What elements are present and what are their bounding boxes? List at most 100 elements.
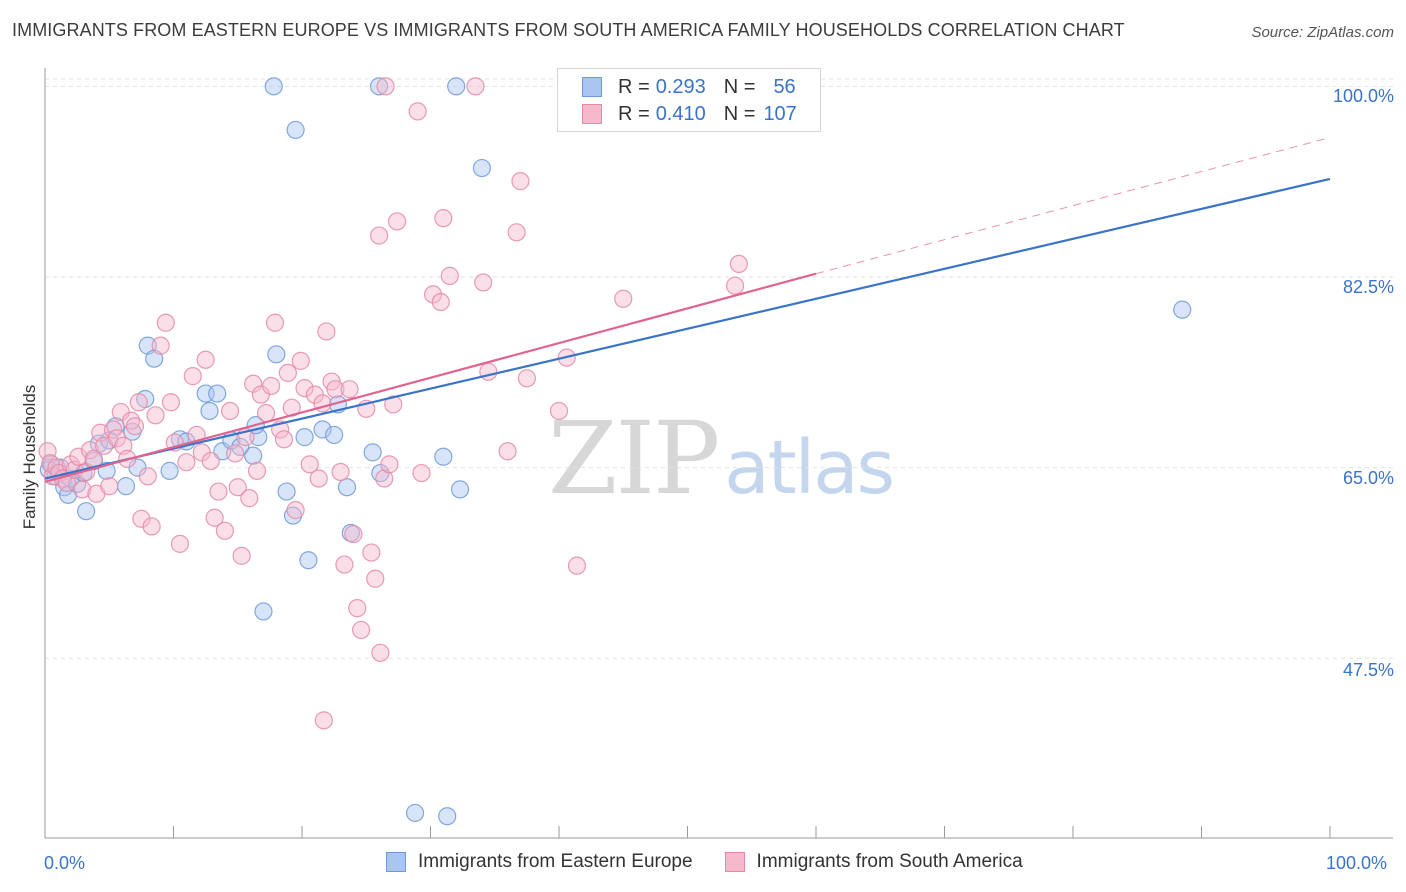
x-tick-label-100: 100.0%: [1326, 853, 1388, 873]
south-america-point: [265, 313, 285, 332]
eastern-europe-point: [77, 502, 96, 521]
south-america-point: [129, 393, 148, 412]
south-america-point: [278, 363, 297, 382]
south-america-point: [291, 351, 310, 370]
south-america-point: [125, 417, 145, 436]
south-america-point: [38, 442, 57, 461]
eastern-europe-point: [337, 478, 357, 497]
y-axis-label: Family Households: [20, 384, 39, 530]
x-tick-label-0: 0.0%: [44, 853, 86, 873]
legend-row-eastern-europe: R = 0.293 N = 56: [582, 73, 796, 101]
eastern-europe-point: [370, 77, 389, 96]
legend-r-value: 0.293: [655, 75, 706, 98]
south-america-point: [335, 555, 354, 574]
legend-item-label: Immigrants from South America: [756, 851, 1023, 872]
south-america-point: [104, 420, 123, 439]
eastern-europe-point: [313, 420, 332, 439]
series-legend: Immigrants from Eastern Europe Immigrant…: [386, 851, 1055, 873]
south-america-point: [196, 350, 215, 369]
south-america-point: [161, 393, 181, 412]
eastern-europe-point: [254, 602, 273, 621]
legend-n-value: 56: [773, 75, 796, 98]
south-america-point: [344, 524, 363, 544]
south-america-point: [286, 501, 305, 520]
legend-n-value: 107: [763, 102, 797, 125]
south-america-point: [370, 226, 389, 245]
south-america-point: [170, 534, 190, 553]
south-america-point: [412, 463, 431, 483]
south-america-point: [274, 430, 294, 449]
south-america-point: [262, 376, 281, 396]
eastern-europe-point: [160, 461, 179, 480]
south-america-point: [232, 546, 251, 565]
south-america-point: [408, 102, 427, 121]
y-tick-label-82-5: 82.5%: [1342, 277, 1394, 297]
south-america-point: [352, 620, 371, 640]
legend-n-label: N =: [723, 102, 756, 125]
eastern-europe-point: [434, 447, 453, 466]
chart-title: IMMIGRANTS FROM EASTERN EUROPE VS IMMIGR…: [12, 20, 1125, 40]
south-america-trend-extension: [815, 137, 1331, 275]
eastern-europe-point: [472, 158, 491, 178]
south-america-point: [362, 543, 381, 562]
south-america-point: [256, 404, 276, 423]
legend-item-south-america: Immigrants from South America: [724, 851, 1023, 873]
south-america-point: [348, 599, 367, 618]
eastern-europe-point: [200, 401, 219, 421]
eastern-europe-point: [277, 482, 296, 501]
south-america-point: [177, 453, 196, 472]
south-america-point: [209, 482, 228, 501]
south-america-point: [423, 285, 443, 304]
legend-swatch-pink: [724, 852, 745, 872]
south-america-point: [142, 517, 161, 536]
south-america-point: [156, 313, 175, 332]
eastern-europe-point: [267, 345, 286, 364]
legend-swatch-pink: [582, 104, 602, 124]
south-america-point: [80, 441, 100, 460]
south-america-point: [151, 336, 170, 355]
y-tick-label-65: 65.0%: [1342, 468, 1394, 488]
south-america-point: [380, 455, 399, 474]
south-america-point: [309, 469, 328, 488]
south-america-point: [295, 378, 314, 398]
source-credit: Source: ZipAtlas.com: [1251, 24, 1394, 41]
correlation-legend: R = 0.293 N = 56 R = 0.410 N = 107: [557, 68, 821, 132]
legend-n-label: N =: [723, 75, 756, 98]
south-america-point: [614, 289, 633, 308]
south-america-point: [567, 556, 587, 575]
south-america-point: [434, 209, 453, 228]
south-america-point: [366, 569, 385, 588]
watermark-zip: ZIP: [548, 400, 720, 517]
south-america-point: [511, 172, 530, 191]
south-america-point: [384, 395, 403, 414]
south-america-point: [479, 362, 498, 381]
legend-swatch-blue: [386, 852, 406, 872]
south-america-point: [474, 273, 493, 292]
south-america-point: [326, 380, 345, 399]
south-america-point: [69, 447, 88, 466]
south-america-point: [431, 292, 450, 312]
legend-r-label: R =: [618, 102, 650, 125]
eastern-europe-point: [438, 807, 457, 826]
eastern-europe-point: [1173, 300, 1192, 319]
south-america-point: [100, 477, 119, 496]
eastern-europe-point: [286, 120, 305, 140]
y-tick-label-47-5: 47.5%: [1342, 660, 1394, 680]
south-america-point: [146, 406, 165, 425]
eastern-europe-point: [264, 77, 283, 96]
south-america-point: [220, 401, 240, 421]
legend-item-label: Immigrants from Eastern Europe: [418, 851, 693, 872]
south-america-point: [247, 461, 267, 480]
south-america-point: [132, 509, 151, 528]
south-america-point: [314, 711, 333, 730]
south-america-point: [725, 276, 745, 295]
eastern-europe-point: [299, 551, 318, 570]
zipatlas-watermark: ZIPatlas: [548, 400, 895, 517]
y-tick-label-100: 100.0%: [1332, 86, 1394, 106]
south-america-point: [387, 212, 407, 231]
eastern-europe-point: [244, 446, 263, 465]
eastern-europe-point: [447, 77, 466, 96]
south-america-point: [375, 469, 394, 488]
south-america-point: [205, 508, 224, 527]
